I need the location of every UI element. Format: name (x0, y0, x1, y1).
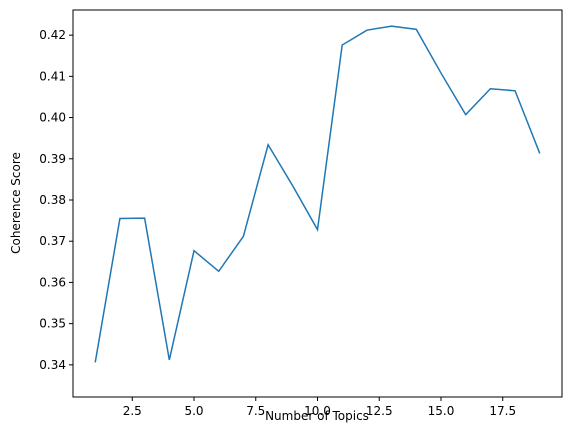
x-tick-label: 10.0 (304, 404, 331, 418)
x-tick-label: 5.0 (184, 404, 203, 418)
x-tick-label: 2.5 (123, 404, 142, 418)
y-tick-label: 0.34 (39, 358, 66, 372)
plot-frame (72, 9, 563, 398)
y-tick-label: 0.42 (39, 28, 66, 42)
y-tick-label: 0.40 (39, 111, 66, 125)
y-axis-label: Coherence Score (9, 152, 23, 254)
x-tick-label: 17.5 (489, 404, 516, 418)
y-tick-label: 0.38 (39, 193, 66, 207)
x-tick-label: 15.0 (428, 404, 455, 418)
y-tick-label: 0.35 (39, 317, 66, 331)
data-line (94, 25, 541, 363)
y-tick-label: 0.41 (39, 69, 66, 83)
x-axis-label: Number of Topics (265, 409, 369, 423)
x-tick-label: 7.5 (246, 404, 265, 418)
y-tick-label: 0.36 (39, 275, 66, 289)
x-tick-label: 12.5 (366, 404, 393, 418)
y-tick-label: 0.37 (39, 234, 66, 248)
y-tick-label: 0.39 (39, 152, 66, 166)
